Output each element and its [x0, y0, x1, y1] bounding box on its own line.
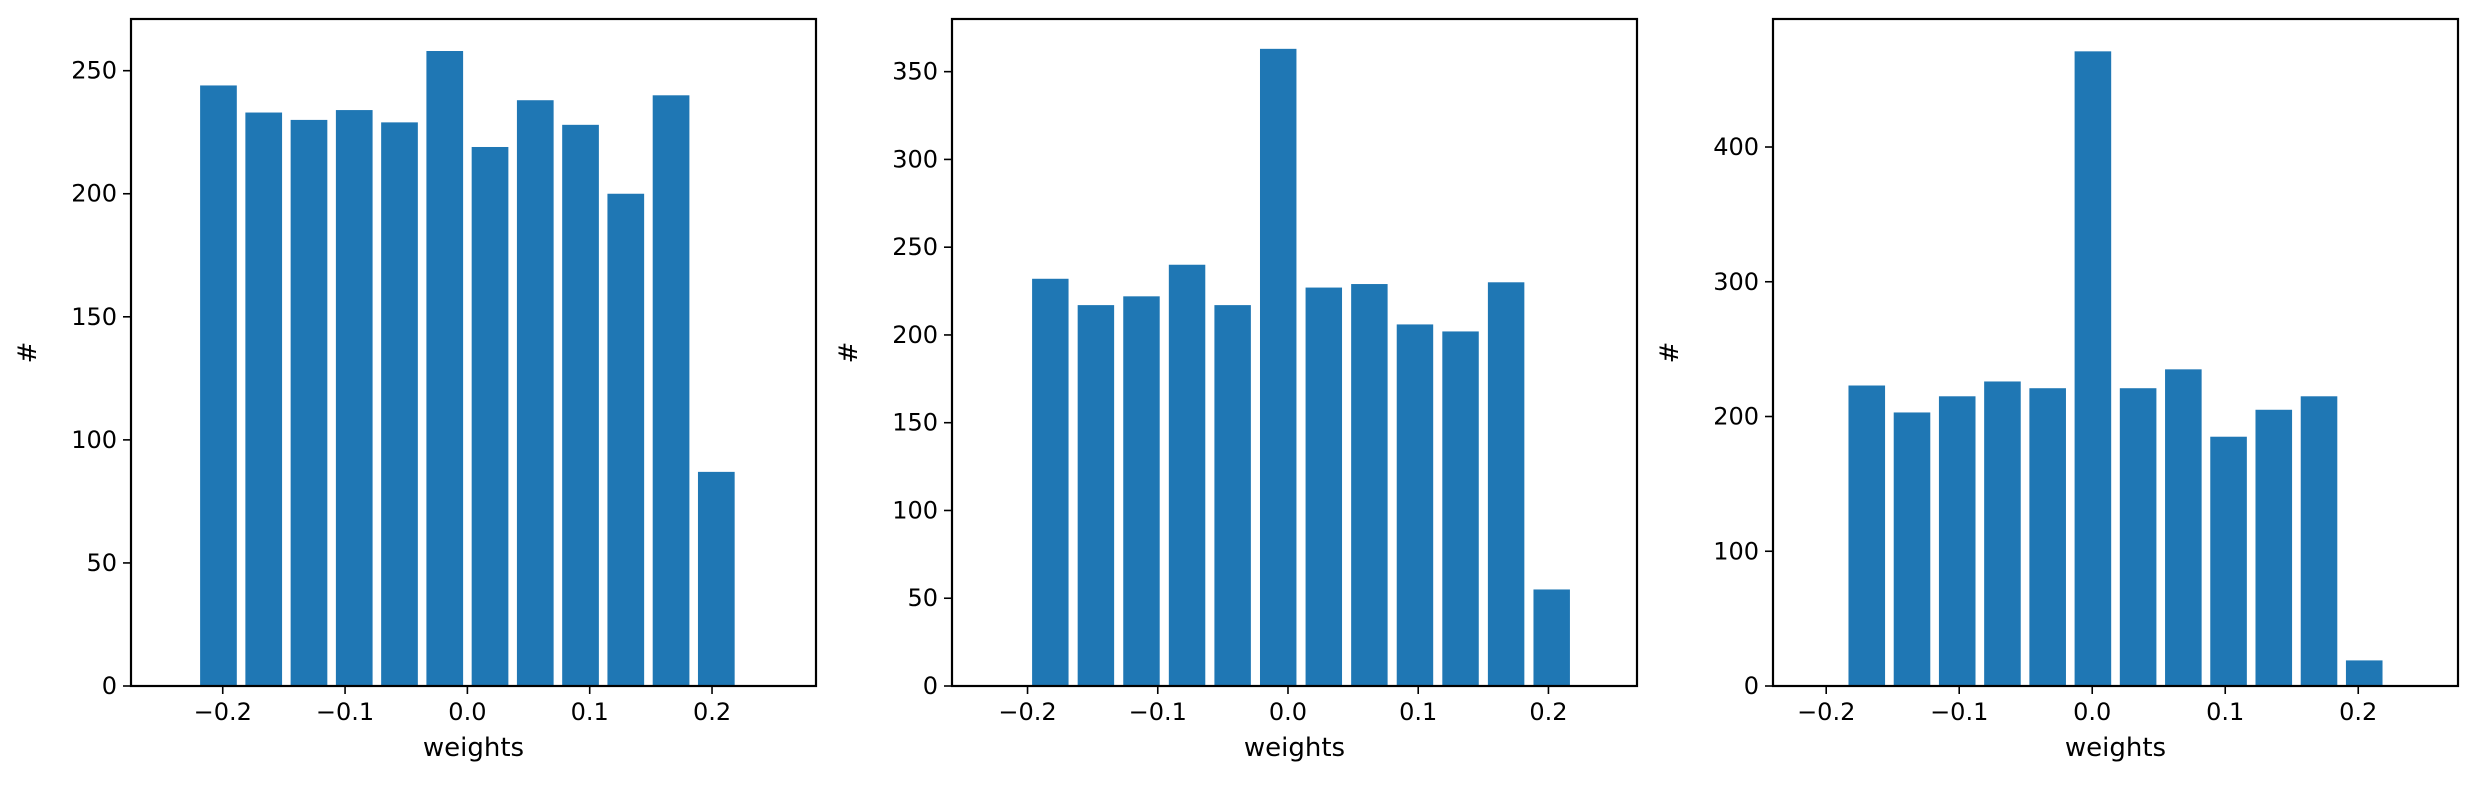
bar: [335, 110, 373, 686]
y-tick-label: 300: [892, 145, 938, 173]
y-tick-label: 50: [907, 584, 938, 612]
bar: [1848, 385, 1886, 686]
y-tick-label: 50: [86, 549, 117, 577]
axes-frame: [950, 17, 1639, 688]
x-tick-label: 0.0: [448, 698, 486, 726]
bar: [381, 122, 418, 687]
bar: [562, 124, 599, 686]
x-tick-label: 0.2: [1529, 698, 1567, 726]
bar: [2345, 660, 2383, 686]
bar: [1396, 324, 1434, 686]
bar: [2210, 436, 2247, 686]
x-tick-label: −0.2: [1797, 698, 1855, 726]
bar: [1214, 305, 1251, 686]
y-tick-label: 200: [892, 321, 938, 349]
x-tick-label: 0.1: [1399, 698, 1437, 726]
bar: [652, 95, 690, 687]
bar: [1123, 296, 1160, 686]
x-tick-label: 0.2: [2339, 698, 2377, 726]
bar: [1893, 412, 1931, 686]
y-tick-label: 100: [1713, 537, 1759, 565]
y-tick-label: 200: [71, 180, 117, 208]
bar: [245, 112, 283, 686]
bar: [516, 100, 554, 687]
bar: [2255, 409, 2293, 686]
bar: [2165, 369, 2202, 686]
y-tick-label: 0: [102, 672, 117, 700]
x-tick-label: 0.0: [2073, 698, 2111, 726]
bar: [2074, 51, 2112, 686]
bar: [697, 471, 735, 686]
bar: [1168, 264, 1206, 686]
x-axis-label: weights: [423, 733, 524, 763]
y-tick-label: 100: [892, 496, 938, 524]
y-tick-label: 200: [1713, 403, 1759, 431]
bar: [607, 193, 645, 686]
y-tick-label: 250: [892, 233, 938, 261]
bar: [1305, 287, 1343, 686]
bar: [290, 119, 328, 686]
y-tick-label: 0: [1744, 672, 1759, 700]
y-tick-label: 350: [892, 58, 938, 86]
y-tick-label: 150: [892, 409, 938, 437]
bar: [2029, 388, 2066, 686]
x-tick-label: 0.1: [2206, 698, 2244, 726]
bar: [200, 85, 237, 686]
x-tick-label: 0.2: [693, 698, 731, 726]
bar: [1351, 284, 1388, 686]
y-axis-label: #: [13, 342, 43, 364]
bar: [1032, 278, 1069, 686]
bar: [1442, 331, 1479, 686]
y-tick-label: 150: [71, 303, 117, 331]
bar: [1259, 48, 1297, 686]
bar: [471, 146, 509, 687]
x-axis-label: weights: [1244, 733, 1345, 763]
bar: [1938, 396, 1976, 686]
bar: [1984, 381, 2021, 686]
x-tick-label: −0.1: [316, 698, 374, 726]
bar: [1487, 282, 1525, 686]
axes-frame: [1771, 17, 2460, 688]
x-tick-label: −0.1: [1930, 698, 1988, 726]
x-axis-label: weights: [2065, 733, 2166, 763]
y-tick-label: 300: [1713, 268, 1759, 296]
x-tick-label: 0.0: [1269, 698, 1307, 726]
y-axis-label: #: [1655, 342, 1685, 364]
bar: [1533, 589, 1570, 686]
bar: [1077, 305, 1115, 686]
bar: [2300, 396, 2338, 686]
x-tick-label: −0.1: [1129, 698, 1187, 726]
bar: [2119, 388, 2157, 686]
axes-frame: [129, 17, 818, 688]
y-tick-label: 400: [1713, 133, 1759, 161]
y-axis-label: #: [834, 342, 864, 364]
y-tick-label: 0: [923, 672, 938, 700]
y-tick-label: 250: [71, 57, 117, 85]
histogram-panel-3: −0.2 −0.1 0.0 0.1 0.2 0 100 200 300 400 weights #: [1655, 17, 2460, 763]
y-tick-label: 100: [71, 426, 117, 454]
bar: [426, 51, 464, 686]
histogram-panel-1: −0.2 −0.1 0.0 0.1 0.2 0 50 100 150 200 250 weights #: [13, 17, 818, 763]
histogram-panel-2: −0.2 −0.1 0.0 0.1 0.2 0 50 100 150 200 250 300 350 we…: [834, 17, 1639, 763]
x-tick-label: 0.1: [571, 698, 609, 726]
x-tick-label: −0.2: [998, 698, 1056, 726]
x-tick-label: −0.2: [194, 698, 252, 726]
